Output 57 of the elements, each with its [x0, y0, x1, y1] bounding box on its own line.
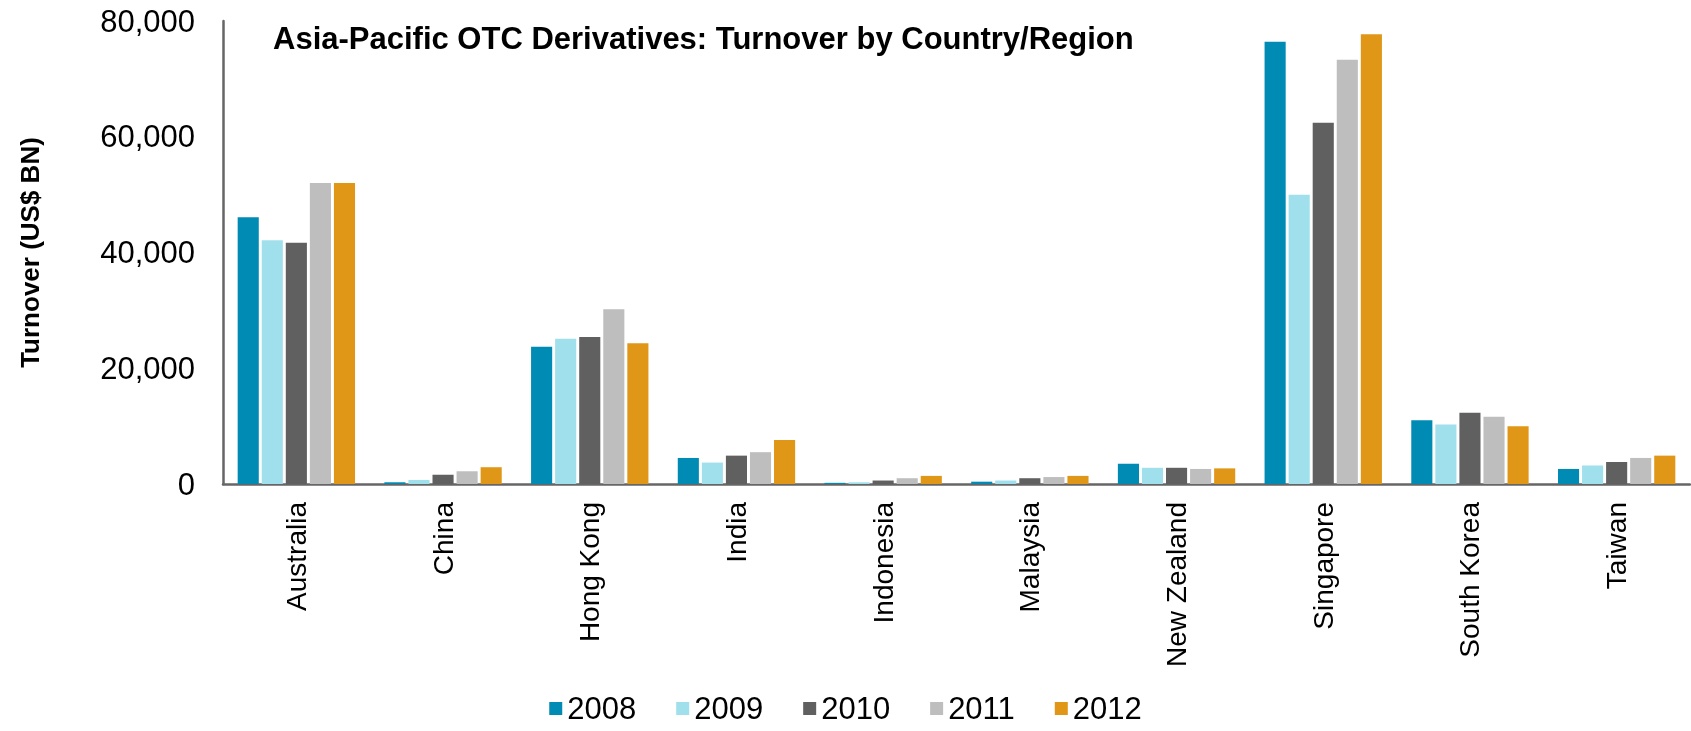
bar [896, 478, 918, 484]
y-tick-label: 80,000 [100, 3, 195, 39]
x-tick-label: Australia [280, 501, 312, 611]
legend-label: 2008 [567, 691, 637, 726]
x-tick-label: Taiwan [1601, 502, 1633, 590]
bar [408, 479, 430, 484]
x-tick-label: China [427, 501, 459, 576]
y-tick-label: 0 [177, 466, 195, 502]
bar [920, 475, 942, 484]
bar [1336, 59, 1358, 484]
bar [1507, 426, 1529, 484]
bar [774, 440, 796, 484]
bar [333, 183, 356, 484]
bar [555, 338, 577, 484]
y-tick-label: 20,000 [100, 350, 195, 386]
bar [309, 183, 331, 484]
bar [261, 240, 283, 484]
y-axis-title: Turnover (US$ BN) [15, 137, 45, 368]
bar [480, 467, 502, 484]
legend-label: 2012 [1072, 691, 1142, 726]
bar [531, 346, 553, 484]
bar [1360, 34, 1382, 484]
bar [1411, 420, 1433, 484]
x-tick-label: India [720, 501, 752, 563]
legend-label: 2011 [948, 691, 1015, 726]
x-tick-label: Hong Kong [574, 502, 606, 643]
bar [1043, 477, 1065, 484]
bar [237, 217, 259, 484]
bar [1557, 468, 1580, 484]
legend-label: 2010 [821, 691, 891, 726]
bar [456, 471, 478, 484]
bar [1582, 465, 1604, 484]
bar [1630, 457, 1652, 484]
bar [701, 462, 723, 484]
legend-label: 2009 [694, 691, 764, 726]
bar [1214, 468, 1236, 484]
bar [749, 452, 772, 484]
bar [1067, 475, 1089, 484]
bar [1654, 455, 1676, 484]
bar [1435, 424, 1457, 484]
x-tick-label: New Zealand [1161, 502, 1193, 667]
x-tick-label: South Korea [1454, 501, 1486, 658]
bar [1141, 467, 1164, 484]
bar [1483, 416, 1505, 484]
bar [1117, 463, 1139, 484]
bar [1288, 194, 1310, 484]
x-tick-label: Singapore [1307, 502, 1339, 630]
x-tick-label: Indonesia [867, 501, 899, 624]
bar [677, 457, 699, 484]
bar [603, 309, 625, 484]
x-tick-label: Malaysia [1014, 501, 1046, 613]
chart-title: Asia-Pacific OTC Derivatives: Turnover by Country/Region [273, 21, 1134, 56]
bar [1190, 468, 1212, 484]
bar [1264, 41, 1286, 484]
y-tick-label: 40,000 [100, 235, 195, 270]
bar [627, 343, 649, 484]
y-tick-label: 60,000 [100, 119, 195, 155]
